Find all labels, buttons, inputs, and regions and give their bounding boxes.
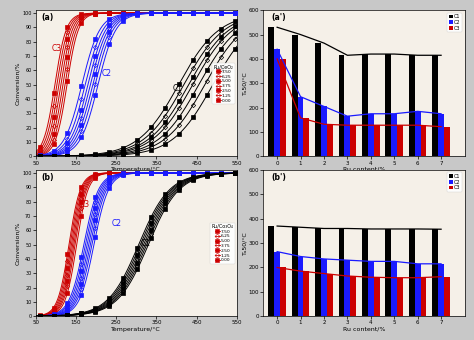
Bar [385, 54, 392, 156]
Bar [374, 125, 380, 156]
Y-axis label: Tₐ50/°C: Tₐ50/°C [242, 71, 247, 95]
Bar [397, 125, 403, 156]
Bar [315, 43, 321, 156]
X-axis label: Ru content/%: Ru content/% [343, 327, 385, 332]
Bar [327, 274, 333, 316]
Bar [321, 106, 327, 156]
Text: C3: C3 [52, 44, 62, 53]
Bar [280, 268, 286, 316]
Bar [303, 118, 310, 156]
Bar [274, 252, 280, 316]
X-axis label: Temperature/°C: Temperature/°C [111, 167, 161, 172]
Legend: C1, C2, C3: C1, C2, C3 [447, 13, 462, 32]
Legend: 7.50, 6.25, 5.00, 3.75, 2.50, 1.25, 0.00: 7.50, 6.25, 5.00, 3.75, 2.50, 1.25, 0.00 [210, 223, 235, 264]
Bar [432, 229, 438, 316]
Bar [298, 256, 303, 316]
Text: C1: C1 [173, 84, 182, 92]
Text: (b): (b) [42, 173, 54, 182]
Bar [292, 227, 298, 316]
Text: (a): (a) [42, 13, 54, 22]
Bar [280, 59, 286, 156]
Bar [321, 259, 327, 316]
Bar [303, 271, 310, 316]
Bar [432, 55, 438, 156]
Text: C2: C2 [112, 219, 122, 227]
Legend: C1, C2, C3: C1, C2, C3 [447, 172, 462, 192]
Text: C1: C1 [140, 239, 150, 248]
X-axis label: Temperature/°C: Temperature/°C [111, 327, 161, 332]
Bar [444, 127, 450, 156]
Bar [374, 277, 380, 316]
Bar [327, 124, 333, 156]
Bar [444, 277, 450, 316]
Bar [315, 228, 321, 316]
Bar [392, 261, 397, 316]
Bar [415, 111, 420, 156]
Bar [385, 229, 392, 316]
Text: (b'): (b') [271, 173, 286, 182]
Bar [438, 114, 444, 156]
Legend: 7.50, 6.25, 5.00, 3.75, 2.50, 1.25, 0.00: 7.50, 6.25, 5.00, 3.75, 2.50, 1.25, 0.00 [212, 63, 235, 104]
Bar [409, 55, 415, 156]
Bar [345, 260, 350, 316]
Bar [350, 125, 356, 156]
Bar [420, 125, 427, 156]
Bar [368, 114, 374, 156]
Bar [409, 229, 415, 316]
Y-axis label: Conversion/%: Conversion/% [16, 62, 21, 105]
Bar [338, 55, 345, 156]
Text: C3: C3 [80, 200, 90, 208]
Bar [392, 114, 397, 156]
Bar [345, 116, 350, 156]
X-axis label: Ru content/%: Ru content/% [343, 167, 385, 172]
Bar [292, 35, 298, 156]
Bar [268, 27, 274, 156]
Bar [362, 54, 368, 156]
Y-axis label: Conversion/%: Conversion/% [16, 221, 21, 265]
Bar [397, 278, 403, 316]
Y-axis label: Tₐ50/°C: Tₐ50/°C [242, 231, 247, 255]
Bar [438, 264, 444, 316]
Bar [362, 229, 368, 316]
Text: (a'): (a') [271, 13, 286, 22]
Bar [350, 276, 356, 316]
Bar [268, 226, 274, 316]
Bar [420, 278, 427, 316]
Bar [368, 261, 374, 316]
Bar [415, 264, 420, 316]
Bar [338, 228, 345, 316]
Bar [298, 97, 303, 156]
Text: C2: C2 [102, 69, 112, 78]
Bar [274, 49, 280, 156]
